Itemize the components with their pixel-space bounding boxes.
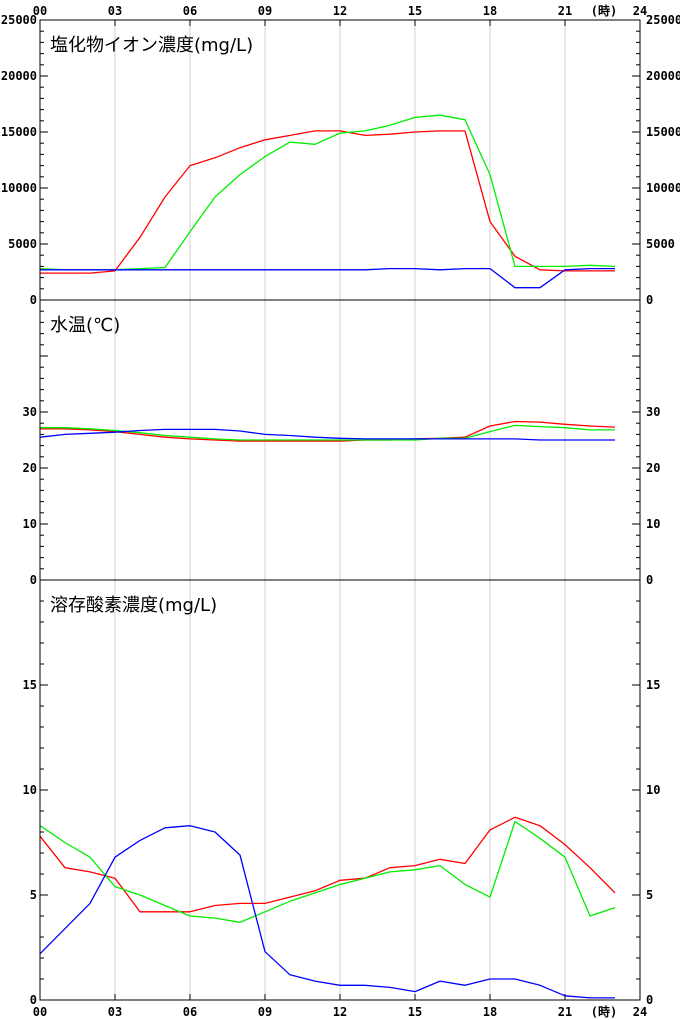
y-tick-label-right: 0 xyxy=(646,573,653,587)
x-tick-label-bottom: 21 xyxy=(558,1005,572,1019)
y-tick-label-left: 10 xyxy=(23,517,37,531)
y-tick-label-left: 20000 xyxy=(1,69,37,83)
x-tick-label-bottom: 06 xyxy=(183,1005,197,1019)
x-tick-label-top: 24 xyxy=(633,4,647,18)
y-tick-label-left: 10000 xyxy=(1,181,37,195)
series-line-2-0 xyxy=(39,816,616,913)
y-tick-label-right: 15 xyxy=(646,678,660,692)
x-tick-label-bottom: 03 xyxy=(108,1005,122,1019)
y-tick-label-left: 5 xyxy=(30,888,37,902)
x-tick-label-bottom: 18 xyxy=(483,1005,497,1019)
y-tick-label-left: 30 xyxy=(23,405,37,419)
x-tick-label-bottom: 24 xyxy=(633,1005,647,1019)
y-tick-label-right: 5000 xyxy=(646,237,675,251)
x-tick-label-top: 06 xyxy=(183,4,197,18)
y-tick-label-left: 5000 xyxy=(8,237,37,251)
y-tick-label-left: 20 xyxy=(23,461,37,475)
series-line-0-2 xyxy=(40,267,615,289)
x-tick-label-top: 03 xyxy=(108,4,122,18)
y-tick-label-left: 15 xyxy=(23,678,37,692)
panel-title: 塩化物イオン濃度(mg/L) xyxy=(50,35,253,56)
series-line-1-1 xyxy=(40,424,615,441)
y-tick-label-right: 0 xyxy=(646,293,653,307)
y-tick-label-left: 0 xyxy=(30,993,37,1007)
x-tick-label-top: 09 xyxy=(258,4,272,18)
x-tick-label-bottom: 00 xyxy=(33,1005,47,1019)
x-tick-label-top: 00 xyxy=(33,4,47,18)
y-tick-label-right: 10 xyxy=(646,517,660,531)
y-tick-label-right: 30 xyxy=(646,405,660,419)
y-tick-label-left: 25000 xyxy=(1,13,37,27)
x-unit-label-bottom: (時) xyxy=(591,1004,617,1019)
y-tick-label-right: 0 xyxy=(646,993,653,1007)
y-tick-label-left: 10 xyxy=(23,783,37,797)
series-line-2-1 xyxy=(39,820,616,923)
y-tick-label-right: 20 xyxy=(646,461,660,475)
series-line-1-2 xyxy=(39,428,615,441)
x-unit-label-top: (時) xyxy=(591,3,617,18)
y-tick-label-left: 0 xyxy=(30,573,37,587)
panel-title: 溶存酸素濃度(mg/L) xyxy=(50,595,217,616)
y-tick-label-right: 15000 xyxy=(646,125,680,139)
series-line-0-1 xyxy=(39,114,616,271)
x-tick-label-top: 15 xyxy=(408,4,422,18)
y-tick-label-right: 5 xyxy=(646,888,653,902)
panel-title: 水温(℃) xyxy=(50,315,120,336)
y-tick-label-right: 10000 xyxy=(646,181,680,195)
y-tick-label-right: 20000 xyxy=(646,69,680,83)
x-tick-label-top: 12 xyxy=(333,4,347,18)
x-tick-label-top: 18 xyxy=(483,4,497,18)
x-tick-label-top: 21 xyxy=(558,4,572,18)
x-tick-label-bottom: 12 xyxy=(333,1005,347,1019)
series-line-2-2 xyxy=(39,825,615,999)
series-line-0-0 xyxy=(40,130,615,274)
series-line-1-0 xyxy=(40,420,616,442)
y-tick-label-left: 15000 xyxy=(1,125,37,139)
x-tick-label-bottom: 15 xyxy=(408,1005,422,1019)
y-tick-label-left: 0 xyxy=(30,293,37,307)
y-tick-label-right: 10 xyxy=(646,783,660,797)
y-tick-label-right: 25000 xyxy=(646,13,680,27)
x-tick-label-bottom: 09 xyxy=(258,1005,272,1019)
